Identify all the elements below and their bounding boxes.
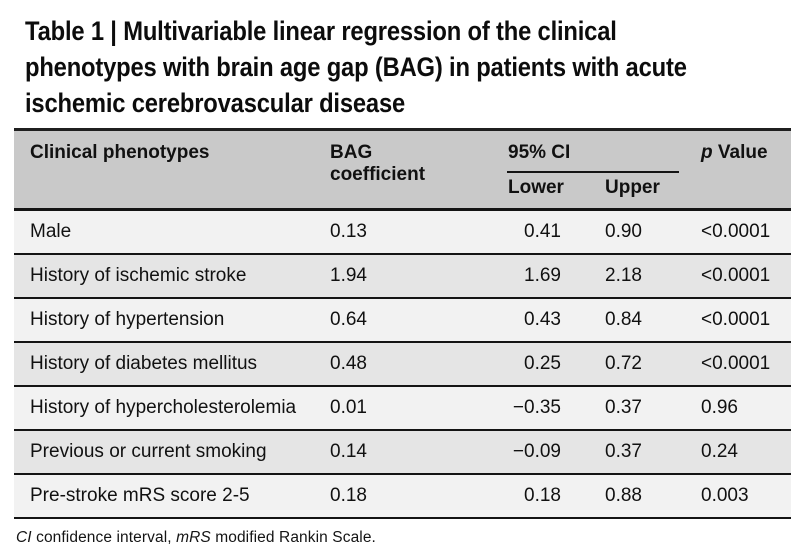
table-row-male: Male 0.13 0.41 0.90 <0.0001 — [14, 209, 791, 255]
regression-table: Clinical phenotypes BAG coefficient 95% … — [14, 128, 791, 519]
header-95ci-label: 95% CI — [507, 142, 679, 173]
table-title-line-2: phenotypes with brain age gap (BAG) in p… — [25, 52, 687, 82]
cell-coefficient: 0.13 — [316, 209, 499, 255]
footnote-text-1: confidence interval, — [31, 529, 177, 546]
header-p-value: p Value — [687, 129, 791, 211]
cell-ci-lower: 0.25 — [499, 342, 587, 387]
cell-phenotype: History of hypercholesterolemia — [14, 386, 316, 431]
table-row-hypercholesterolemia: History of hypercholesterolemia 0.01 −0.… — [14, 386, 791, 431]
header-bag-coefficient: BAG coefficient — [316, 129, 499, 211]
cell-p-value: <0.0001 — [687, 298, 791, 343]
cell-ci-lower: 0.18 — [499, 474, 587, 519]
cell-phenotype: Previous or current smoking — [14, 430, 316, 475]
table-row-smoking: Previous or current smoking 0.14 −0.09 0… — [14, 430, 791, 475]
footnote-abbr-mrs: mRS — [176, 529, 211, 546]
cell-coefficient: 0.01 — [316, 386, 499, 431]
footnote-abbr-ci: CI — [16, 529, 32, 546]
cell-ci-upper: 0.37 — [587, 386, 687, 431]
cell-ci-upper: 0.37 — [587, 430, 687, 475]
regression-table-container: Clinical phenotypes BAG coefficient 95% … — [14, 128, 791, 547]
table-row-ischemic-stroke: History of ischemic stroke 1.94 1.69 2.1… — [14, 254, 791, 299]
cell-phenotype: History of hypertension — [14, 298, 316, 343]
cell-ci-lower: −0.35 — [499, 386, 587, 431]
cell-ci-lower: 0.43 — [499, 298, 587, 343]
header-clinical-phenotypes: Clinical phenotypes — [14, 129, 316, 211]
table-body: Male 0.13 0.41 0.90 <0.0001 History of i… — [14, 209, 791, 519]
cell-p-value: 0.24 — [687, 430, 791, 475]
cell-p-value: <0.0001 — [687, 254, 791, 299]
cell-coefficient: 0.48 — [316, 342, 499, 387]
cell-coefficient: 0.18 — [316, 474, 499, 519]
cell-p-value: <0.0001 — [687, 209, 791, 255]
table-header: Clinical phenotypes BAG coefficient 95% … — [14, 129, 791, 211]
table-row-prestroke-mrs: Pre-stroke mRS score 2-5 0.18 0.18 0.88 … — [14, 474, 791, 519]
cell-p-value: 0.96 — [687, 386, 791, 431]
cell-ci-upper: 0.84 — [587, 298, 687, 343]
table-row-hypertension: History of hypertension 0.64 0.43 0.84 <… — [14, 298, 791, 343]
cell-ci-upper: 0.88 — [587, 474, 687, 519]
table-footnote: CI confidence interval, mRS modified Ran… — [16, 529, 791, 547]
cell-ci-lower: 0.41 — [499, 209, 587, 255]
table-title-line-1: Table 1 | Multivariable linear regressio… — [25, 16, 617, 46]
cell-phenotype: History of ischemic stroke — [14, 254, 316, 299]
header-p-rest: Value — [712, 142, 768, 163]
cell-coefficient: 1.94 — [316, 254, 499, 299]
table-title: Table 1 | Multivariable linear regressio… — [25, 13, 687, 121]
cell-ci-upper: 0.90 — [587, 209, 687, 255]
header-ci-lower: Lower — [499, 173, 587, 211]
cell-coefficient: 0.14 — [316, 430, 499, 475]
cell-phenotype: Pre-stroke mRS score 2-5 — [14, 474, 316, 519]
cell-p-value: <0.0001 — [687, 342, 791, 387]
footnote-text-2: modified Rankin Scale. — [210, 529, 376, 546]
table-title-line-3: ischemic cerebrovascular disease — [25, 88, 406, 118]
header-95ci-group: 95% CI — [499, 129, 687, 173]
cell-ci-lower: 1.69 — [499, 254, 587, 299]
table-row-diabetes: History of diabetes mellitus 0.48 0.25 0… — [14, 342, 791, 387]
cell-p-value: 0.003 — [687, 474, 791, 519]
cell-phenotype: Male — [14, 209, 316, 255]
cell-ci-upper: 2.18 — [587, 254, 687, 299]
cell-coefficient: 0.64 — [316, 298, 499, 343]
cell-ci-upper: 0.72 — [587, 342, 687, 387]
cell-ci-lower: −0.09 — [499, 430, 587, 475]
header-ci-upper: Upper — [587, 173, 687, 211]
header-p-italic: p — [701, 142, 713, 163]
cell-phenotype: History of diabetes mellitus — [14, 342, 316, 387]
